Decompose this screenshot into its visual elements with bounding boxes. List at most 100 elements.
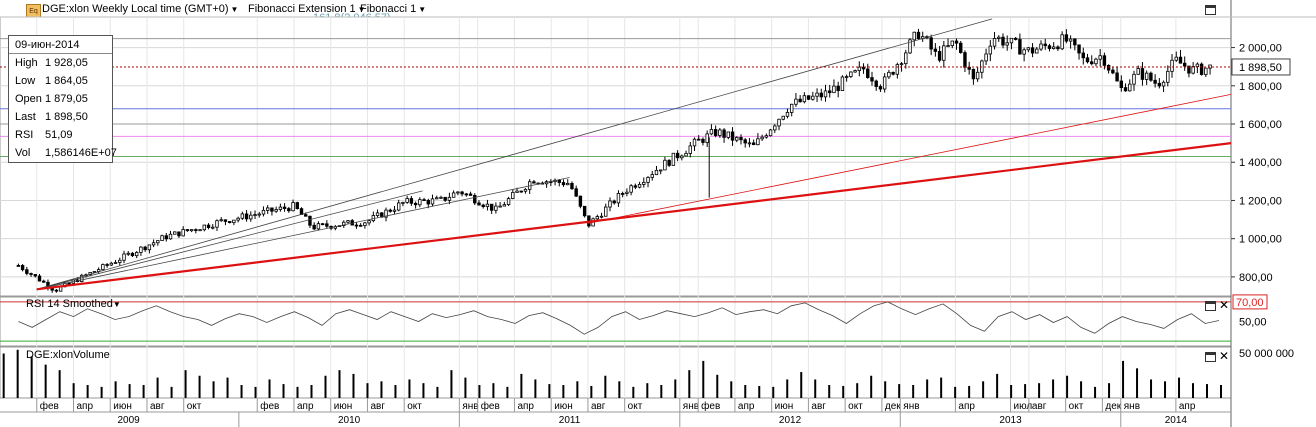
candle (1144, 70, 1149, 85)
candle-body (261, 209, 266, 215)
month-tick-label: янв (1124, 401, 1140, 412)
candle (802, 92, 807, 104)
candle-body (384, 209, 388, 218)
candle (502, 201, 507, 207)
candle-body (358, 224, 363, 227)
candle (92, 271, 97, 273)
volume-panel-close-icon[interactable]: ✕ (1219, 349, 1230, 363)
month-tick-label: дек (1105, 401, 1121, 412)
candle (1157, 78, 1162, 89)
candle (730, 127, 735, 146)
candle-body (853, 70, 857, 73)
rsi-panel-maximize-button[interactable] (1205, 301, 1216, 311)
candle-body (485, 203, 490, 207)
candle (1123, 83, 1128, 92)
candle (667, 159, 671, 167)
secondary-support-trendline (587, 94, 1232, 224)
candle (287, 206, 291, 213)
candle (1166, 65, 1170, 87)
candle-body (743, 139, 747, 144)
candle (473, 193, 477, 206)
candle (1161, 80, 1166, 93)
candle-body (557, 179, 561, 183)
candle (798, 95, 802, 103)
candle (25, 266, 29, 276)
candle-body (287, 208, 291, 212)
rsi-panel-close-icon[interactable]: ✕ (1219, 298, 1230, 312)
candle-body (481, 204, 485, 207)
info-row-open: Open 1 879,05 (15, 93, 88, 105)
candle-body (857, 66, 862, 71)
study-fib-extension-menu[interactable]: Fibonacci Extension 1 ▼ (248, 3, 366, 15)
candle (1068, 35, 1073, 49)
candle-body (984, 53, 988, 62)
rsi-overbought-label: 70,00 (1236, 297, 1264, 309)
candle-body (608, 200, 612, 208)
candle-body (789, 103, 794, 113)
candle (997, 35, 1001, 42)
candle-body (675, 152, 680, 159)
candle (684, 150, 688, 157)
volume-panel-maximize-button[interactable] (1205, 352, 1216, 362)
dropdown-caret-icon: ▼ (357, 5, 366, 14)
candle (105, 263, 109, 268)
candle (709, 124, 714, 136)
candle-body (1178, 56, 1183, 64)
candle-body (515, 190, 519, 193)
candle (984, 48, 988, 65)
candle (942, 40, 946, 68)
candle (988, 40, 993, 62)
candle (760, 134, 764, 142)
candle (143, 245, 147, 252)
candle (887, 69, 891, 79)
candle-body (828, 90, 832, 94)
candle-body (1013, 37, 1018, 40)
candle-body (422, 199, 426, 202)
candle-body (113, 262, 118, 264)
candle (747, 138, 752, 148)
candle (375, 209, 380, 218)
candle-body (705, 133, 709, 143)
candle (828, 84, 832, 98)
month-tick-label: фев (260, 400, 279, 412)
candle (134, 251, 139, 259)
candle-body (646, 176, 650, 183)
candle (139, 246, 143, 256)
candle-body (109, 262, 114, 266)
candle (418, 197, 422, 208)
trendline-channel (36, 177, 570, 290)
candle-body (739, 137, 743, 141)
instrument-selector[interactable]: DGE:xlon Weekly Local time (GMT+0) ▼ (42, 3, 238, 15)
candle-body (1149, 72, 1153, 81)
month-tick-label: апр (1179, 401, 1196, 412)
candle (147, 244, 152, 254)
candle-body (346, 220, 350, 223)
candle (701, 137, 705, 146)
candle-body (1144, 72, 1149, 80)
candle (739, 134, 743, 145)
candle-body (671, 152, 676, 166)
info-label: RSI (15, 129, 34, 141)
candle (447, 192, 452, 205)
candle (819, 88, 823, 101)
price-panel-maximize-button[interactable] (1205, 5, 1216, 15)
candle (743, 138, 747, 148)
candle (1085, 53, 1090, 64)
candle (320, 222, 325, 226)
candle (735, 136, 739, 143)
study-fibonacci-menu[interactable]: Fibonacci 1 ▼ (360, 3, 426, 15)
candle-body (912, 31, 916, 41)
candle-body (1166, 70, 1170, 83)
candle-body (413, 202, 418, 206)
candle (249, 211, 253, 222)
candle-body (1170, 59, 1174, 72)
candle-body (375, 212, 380, 216)
candle-body (430, 198, 435, 205)
rsi-panel-menu[interactable]: RSI 14 Smoothed▼ (26, 298, 121, 310)
info-date: 09-июн-2014 (15, 39, 80, 51)
candle (1204, 67, 1208, 77)
candle-body (882, 76, 887, 90)
candle (1073, 38, 1077, 51)
info-value: 1 928,05 (45, 57, 88, 69)
